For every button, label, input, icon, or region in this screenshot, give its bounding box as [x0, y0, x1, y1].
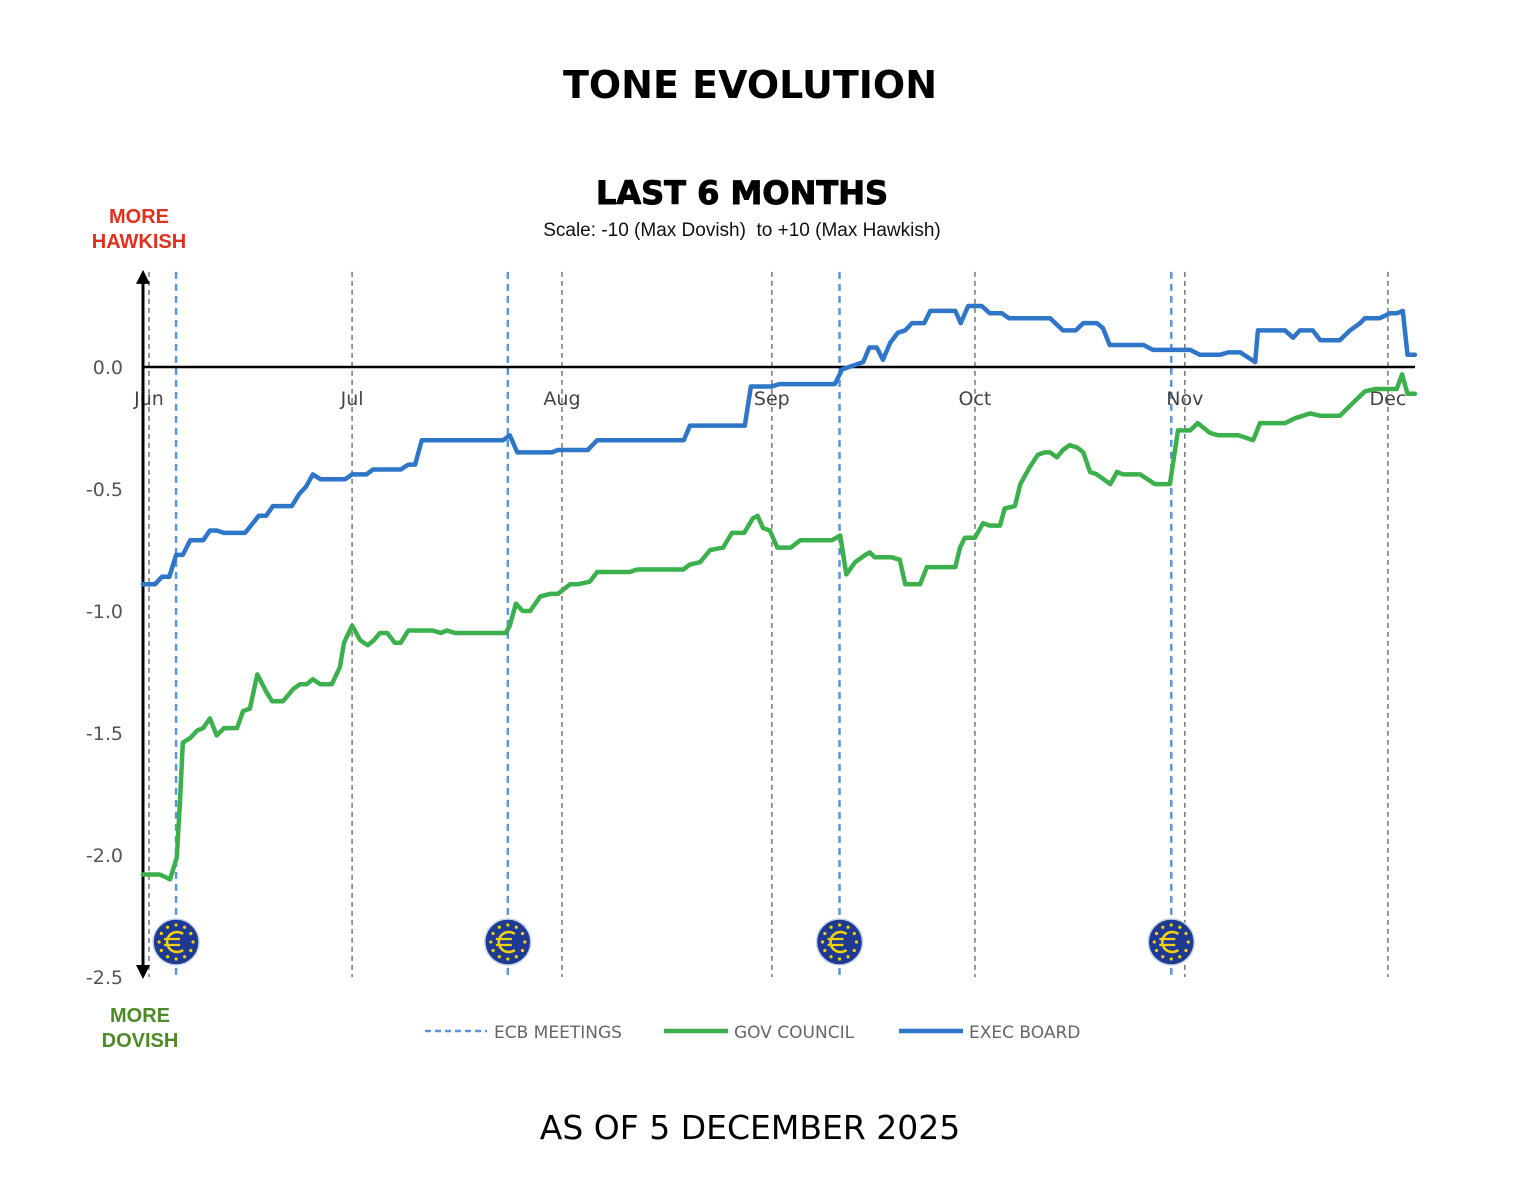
euro-star — [165, 955, 170, 959]
euro-star — [523, 940, 527, 944]
euro-star — [174, 923, 178, 927]
ecb-euro-icon — [484, 918, 532, 966]
hawkish-label-line1: MORE — [109, 206, 169, 228]
y-tick-label: -1.5 — [86, 723, 123, 745]
euro-star — [1184, 931, 1188, 936]
euro-star — [837, 957, 842, 961]
euro-symbol — [497, 930, 516, 954]
legend-ecb-label: ECB MEETINGS — [494, 1023, 622, 1043]
euro-symbol — [1161, 930, 1180, 954]
euro-star — [514, 955, 518, 959]
euro-star — [489, 940, 493, 944]
legend-exec-label: EXEC BOARD — [969, 1023, 1080, 1043]
euro-star — [174, 957, 178, 961]
euro-star — [1154, 931, 1159, 936]
euro-star — [189, 948, 193, 953]
hawkish-label-line2: HAWKISH — [92, 231, 186, 253]
x-tick-label: Jun — [133, 388, 164, 410]
ecb-euro-icon — [815, 918, 864, 966]
euro-star — [1152, 940, 1156, 944]
chart-main-title: TONE EVOLUTION — [563, 63, 937, 107]
euro-star — [506, 923, 510, 927]
euro-star — [829, 955, 833, 959]
dovish-label-line1: MORE — [110, 1005, 170, 1027]
euro-star — [157, 940, 161, 944]
y-tick-label: 0.0 — [93, 357, 123, 379]
plot-area: Jun Jul Aug Sep Oct Nov Dec 0.0 -0.5 -1.0 -1.5 -2.0… — [86, 269, 1418, 989]
euro-star — [846, 955, 850, 959]
y-axis-arrow-down-icon — [136, 965, 150, 979]
legend: ECB MEETINGS GOV COUNCIL EXEC BOARD — [425, 1023, 1080, 1043]
euro-disc — [152, 918, 200, 966]
euro-star — [1161, 925, 1165, 929]
euro-star — [514, 925, 518, 929]
euro-star — [506, 957, 510, 961]
euro-star — [1169, 957, 1173, 961]
euro-symbol — [165, 930, 184, 954]
y-tick-label: -2.5 — [86, 967, 123, 989]
chart-subtitle: Scale: -10 (Max Dovish) to +10 (Max Hawk… — [543, 220, 941, 241]
euro-star — [820, 940, 825, 944]
euro-star — [1178, 925, 1182, 929]
euro-star — [159, 931, 163, 936]
euro-star — [1154, 948, 1159, 953]
x-tick-label: Jul — [340, 388, 364, 410]
euro-star — [1169, 923, 1173, 927]
euro-star — [823, 948, 827, 953]
euro-star — [182, 925, 187, 929]
euro-star — [837, 923, 842, 927]
legend-gov-label: GOV COUNCIL — [734, 1023, 855, 1043]
euro-symbol — [829, 930, 848, 954]
y-tick-label: -0.5 — [86, 479, 123, 501]
y-tick-label: -1.0 — [86, 601, 123, 623]
ecb-euro-icon — [152, 918, 200, 966]
euro-star — [491, 931, 495, 936]
euro-disc — [1147, 918, 1196, 966]
euro-disc — [815, 918, 864, 966]
euro-star — [182, 955, 187, 959]
x-tick-label: Sep — [754, 388, 790, 410]
euro-star — [1186, 940, 1190, 944]
euro-star — [520, 948, 525, 953]
euro-star — [520, 931, 525, 936]
euro-star — [1184, 948, 1188, 953]
x-tick-label: Dec — [1370, 388, 1407, 410]
y-axis-arrow-up-icon — [136, 269, 150, 284]
chart-title: LAST 6 MONTHS — [596, 174, 888, 212]
euro-star — [159, 948, 163, 953]
euro-star — [189, 931, 193, 936]
euro-star — [1161, 955, 1165, 959]
euro-star — [852, 931, 856, 936]
as-of-date: AS OF 5 DECEMBER 2025 — [540, 1108, 960, 1147]
euro-star — [1178, 955, 1182, 959]
euro-star — [165, 925, 170, 929]
euro-star — [852, 948, 856, 953]
euro-star — [823, 931, 827, 936]
gov-council-line — [140, 372, 1418, 882]
x-tick-label: Nov — [1166, 388, 1203, 410]
exec-board-line — [140, 303, 1418, 587]
euro-star — [846, 925, 850, 929]
dovish-label-line2: DOVISH — [102, 1030, 179, 1052]
euro-star — [829, 925, 833, 929]
x-tick-label: Aug — [543, 388, 580, 410]
euro-star — [491, 948, 495, 953]
y-tick-label: -2.0 — [86, 845, 123, 867]
euro-star — [497, 925, 501, 929]
euro-star — [497, 955, 501, 959]
x-tick-label: Oct — [959, 388, 992, 410]
euro-star — [854, 940, 859, 944]
ecb-euro-icon — [1147, 918, 1196, 966]
euro-disc — [484, 918, 532, 966]
euro-star — [191, 940, 195, 944]
